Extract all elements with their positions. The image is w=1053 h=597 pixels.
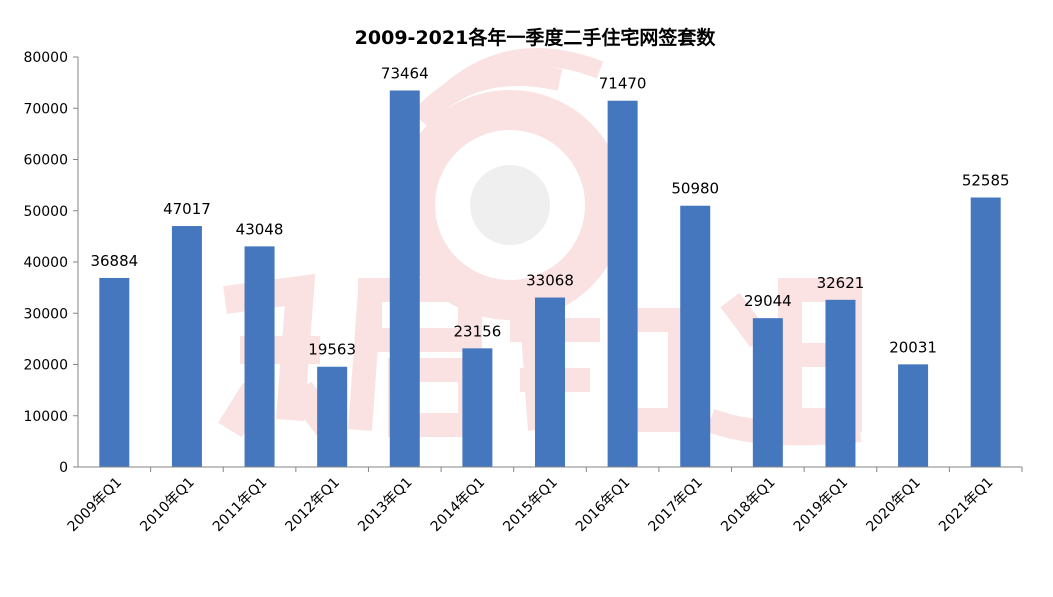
bar-value-label: 47017 [163,200,211,218]
bar-value-label: 23156 [454,322,502,340]
bar-value-label: 32621 [817,274,865,292]
x-category-label: 2011年Q1 [210,475,271,536]
bar [607,100,638,467]
y-axis-ticks: 0 10000 20000 30000 40000 50000 60000 70000 8000… [23,50,78,476]
x-category-label: 2009年Q1 [65,475,126,536]
bar-value-label: 29044 [744,292,792,310]
y-tick-label: 30000 [23,306,68,322]
x-category-label: 2010年Q1 [137,475,198,536]
bar-value-label: 33068 [526,272,574,290]
y-tick-label: 0 [59,460,68,476]
x-category-label: 2012年Q1 [282,475,343,536]
bar-value-label: 20031 [889,338,937,356]
bar-value-label: 36884 [90,252,138,270]
y-tick-label: 10000 [23,409,68,425]
x-category-label: 2013年Q1 [355,475,416,536]
x-category-label: 2018年Q1 [718,475,779,536]
chart-title: 2009-2021各年一季度二手住宅网签套数 [355,26,717,49]
x-axis-categories: 2009年Q1 2010年Q1 2011年Q1 2012年Q1 2013年Q1 2014年… [65,467,1023,536]
bar [970,197,1001,467]
y-tick-label: 80000 [23,50,68,66]
bar [680,205,711,468]
bar [317,366,348,467]
bar-value-label: 43048 [236,220,284,238]
x-category-label: 2015年Q1 [500,475,561,536]
bar-value-label: 19563 [308,341,356,359]
x-category-label: 2021年Q1 [936,475,997,536]
x-category-label: 2017年Q1 [646,475,707,536]
y-tick-label: 70000 [23,101,68,117]
bar [825,299,856,467]
x-category-label: 2019年Q1 [791,475,852,536]
bar [389,90,420,467]
x-category-label: 2014年Q1 [428,475,489,536]
y-tick-label: 50000 [23,204,68,220]
bar [535,297,565,467]
x-category-label: 2020年Q1 [863,475,924,536]
y-tick-label: 40000 [23,255,68,271]
bar [462,348,493,467]
bar [171,226,202,467]
bar [752,318,783,467]
bar [99,277,130,467]
x-category-label: 2016年Q1 [573,475,634,536]
y-tick-label: 20000 [23,358,68,374]
bar [244,246,275,467]
bar-value-label: 50980 [671,180,719,198]
bar [898,364,929,467]
data-labels: 36884 47017 43048 19563 73464 23156 33068 71470… [90,64,1009,358]
bar-value-label: 52585 [962,172,1010,190]
bar-series [99,90,1001,468]
bar-value-label: 71470 [599,75,647,93]
y-tick-label: 60000 [23,153,68,169]
bar-value-label: 73464 [381,64,429,82]
